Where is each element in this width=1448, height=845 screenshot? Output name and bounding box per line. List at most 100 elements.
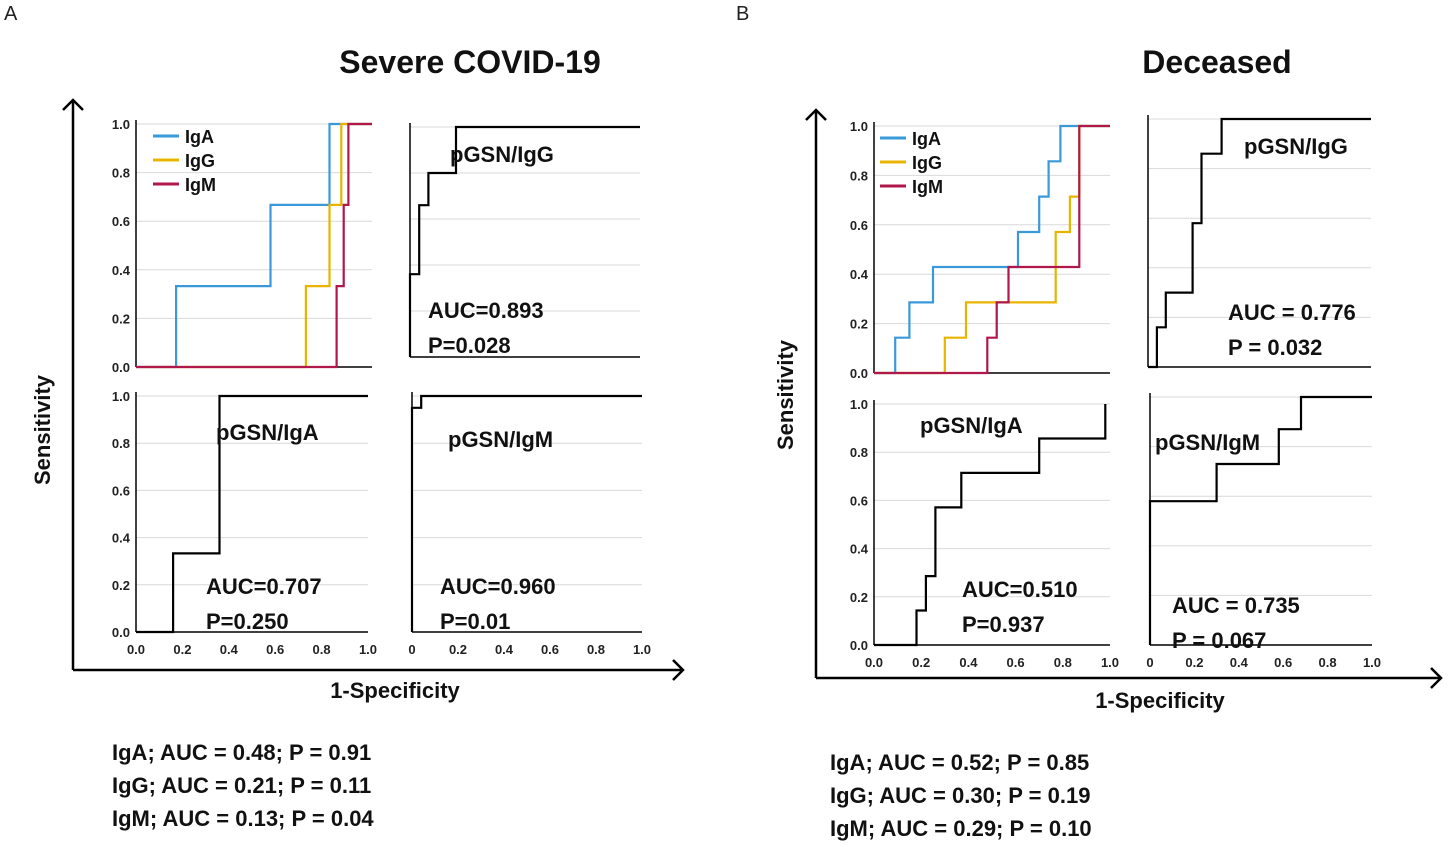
auc-label: AUC = 0.735 <box>1172 593 1300 618</box>
y-tick-label: 0.0 <box>850 638 868 653</box>
roc-line-iga <box>874 124 1110 375</box>
y-tick-label: 0.4 <box>850 267 869 282</box>
subplot-label: pGSN/IgM <box>448 427 553 452</box>
x-tick-label: 0.8 <box>313 642 331 657</box>
legend-label-igm: IgM <box>912 177 943 197</box>
roc-line-iga <box>136 122 372 369</box>
subplot-label: pGSN/IgG <box>1244 134 1348 159</box>
x-tick-label: 0.6 <box>266 642 284 657</box>
auc-label: AUC = 0.776 <box>1228 300 1356 325</box>
subplot-label: pGSN/IgA <box>920 413 1023 438</box>
p-value-label: P=0.028 <box>428 333 511 358</box>
x-tick-label: 1.0 <box>1101 655 1119 670</box>
subplot-a-ig: 0.0 0.2 0.4 0.6 0.8 1.0 IgA IgG IgM <box>112 117 372 375</box>
roc-line-pgsn-igg <box>408 125 640 357</box>
x-tick-label: 0.4 <box>220 642 239 657</box>
roc-line-pgsn-iga <box>874 404 1107 647</box>
y-tick-label: 0.6 <box>850 493 868 508</box>
y-tick-label: 0.8 <box>112 436 130 451</box>
x-tick-label: 1.0 <box>633 642 651 657</box>
y-tick-label: 1.0 <box>112 389 130 404</box>
p-value-label: P = 0.032 <box>1228 335 1322 360</box>
y-axis-label: Sensitivity <box>30 374 55 485</box>
x-tick-label: 0.6 <box>1274 655 1292 670</box>
x-tick-label: 0.2 <box>912 655 930 670</box>
y-tick-label: 0.0 <box>850 366 868 381</box>
y-tick-label: 0.4 <box>112 263 131 278</box>
y-axis-arrow <box>805 108 827 121</box>
subplot-a-igg: pGSN/IgG AUC=0.893 P=0.028 <box>408 123 640 358</box>
x-tick-label: 1.0 <box>1363 655 1381 670</box>
x-tick-label: 0.2 <box>449 642 467 657</box>
x-tick-label: 0.4 <box>959 655 978 670</box>
x-tick-label: 0.8 <box>1054 655 1072 670</box>
footer-stat-line: IgA; AUC = 0.52; P = 0.85 <box>830 750 1089 775</box>
roc-line-igm <box>136 122 372 369</box>
x-tick-label: 0.6 <box>1007 655 1025 670</box>
p-value-label: P=0.01 <box>440 609 510 634</box>
y-tick-label: 0.2 <box>850 317 868 332</box>
y-tick-label: 0.2 <box>112 311 130 326</box>
x-tick-label: 0.2 <box>1185 655 1203 670</box>
x-tick-label: 0.4 <box>1230 655 1249 670</box>
legend-label-igg: IgG <box>912 153 942 173</box>
roc-line-pgsn-igm <box>1148 395 1372 645</box>
footer-stat-line: IgG; AUC = 0.21; P = 0.11 <box>112 773 371 798</box>
legend-label-igm: IgM <box>185 175 216 195</box>
x-tick-label: 0.0 <box>127 642 145 657</box>
roc-line-igm <box>874 124 1110 375</box>
x-tick-label: 1.0 <box>359 642 377 657</box>
panel-title: Severe COVID-19 <box>339 44 600 80</box>
y-tick-label: 1.0 <box>850 397 868 412</box>
panel-title: Deceased <box>1142 44 1291 80</box>
x-axis-arrow <box>672 659 685 681</box>
panel-b: B Deceased 1-Specificity Sensitivity IgA; AU… <box>736 3 1443 841</box>
x-tick-label: 0.8 <box>587 642 605 657</box>
panel-letter: A <box>4 3 18 25</box>
y-tick-label: 0.8 <box>850 445 868 460</box>
y-tick-label: 0.4 <box>112 531 131 546</box>
x-tick-label: 0.2 <box>173 642 191 657</box>
subplot-b-igm: 0 0.2 0.4 0.6 0.8 1.0 pGSN/IgM AUC = 0.735 P = 0… <box>1146 393 1381 670</box>
x-tick-label: 0.6 <box>541 642 559 657</box>
y-axis-label: Sensitivity <box>773 339 798 450</box>
subplot-label: pGSN/IgG <box>450 142 554 167</box>
footer-stat-line: IgM; AUC = 0.29; P = 0.10 <box>830 816 1092 841</box>
panel-a: A Severe COVID-19 1-Specificity Sensitivity… <box>4 3 685 831</box>
y-tick-label: 0.8 <box>112 166 130 181</box>
subplot-label: pGSN/IgM <box>1155 430 1260 455</box>
legend-label-iga: IgA <box>912 129 941 149</box>
subplot-a-iga: 0.0 0.2 0.4 0.6 0.8 1.0 0.0 0.2 0.4 0.6 0.8 1.0 pGSN… <box>112 389 377 657</box>
y-tick-label: 0.2 <box>850 590 868 605</box>
roc-line-pgsn-igg <box>1148 117 1371 369</box>
y-tick-label: 0.6 <box>112 483 130 498</box>
y-tick-label: 1.0 <box>112 117 130 132</box>
subplot-label: pGSN/IgA <box>216 420 319 445</box>
footer-stat-line: IgG; AUC = 0.30; P = 0.19 <box>830 783 1090 808</box>
x-axis-label: 1-Specificity <box>330 678 460 703</box>
y-tick-label: 0.0 <box>112 360 130 375</box>
y-tick-label: 0.8 <box>850 168 868 183</box>
subplot-b-iga: 0.0 0.2 0.4 0.6 0.8 1.0 0.0 0.2 0.4 0.6 0.8 1.0 pGSN… <box>850 397 1119 670</box>
auc-label: AUC=0.707 <box>206 574 322 599</box>
footer-stat-line: IgA; AUC = 0.48; P = 0.91 <box>112 740 371 765</box>
roc-line-pgsn-iga <box>136 394 368 634</box>
auc-label: AUC=0.893 <box>428 298 544 323</box>
panel-letter: B <box>736 3 749 25</box>
y-tick-label: 0.2 <box>112 578 130 593</box>
p-value-label: P=0.937 <box>962 612 1045 637</box>
auc-label: AUC=0.510 <box>962 577 1078 602</box>
p-value-label: P=0.250 <box>206 609 289 634</box>
roc-line-pgsn-igm <box>410 394 642 632</box>
legend-label-igg: IgG <box>185 151 215 171</box>
x-tick-label: 0.0 <box>865 655 883 670</box>
subplot-a-igm: 0 0.2 0.4 0.6 0.8 1.0 pGSN/IgM AUC=0.960 P=0.01 <box>408 392 651 657</box>
y-tick-label: 0.0 <box>112 625 130 640</box>
y-axis-arrow <box>62 98 84 111</box>
auc-label: AUC=0.960 <box>440 574 556 599</box>
subplot-b-ig: 0.0 0.2 0.4 0.6 0.8 1.0 IgA IgG IgM <box>850 119 1110 381</box>
p-value-label: P = 0.067 <box>1172 628 1266 653</box>
x-tick-label: 0 <box>1146 655 1153 670</box>
y-tick-label: 0.4 <box>850 542 869 557</box>
